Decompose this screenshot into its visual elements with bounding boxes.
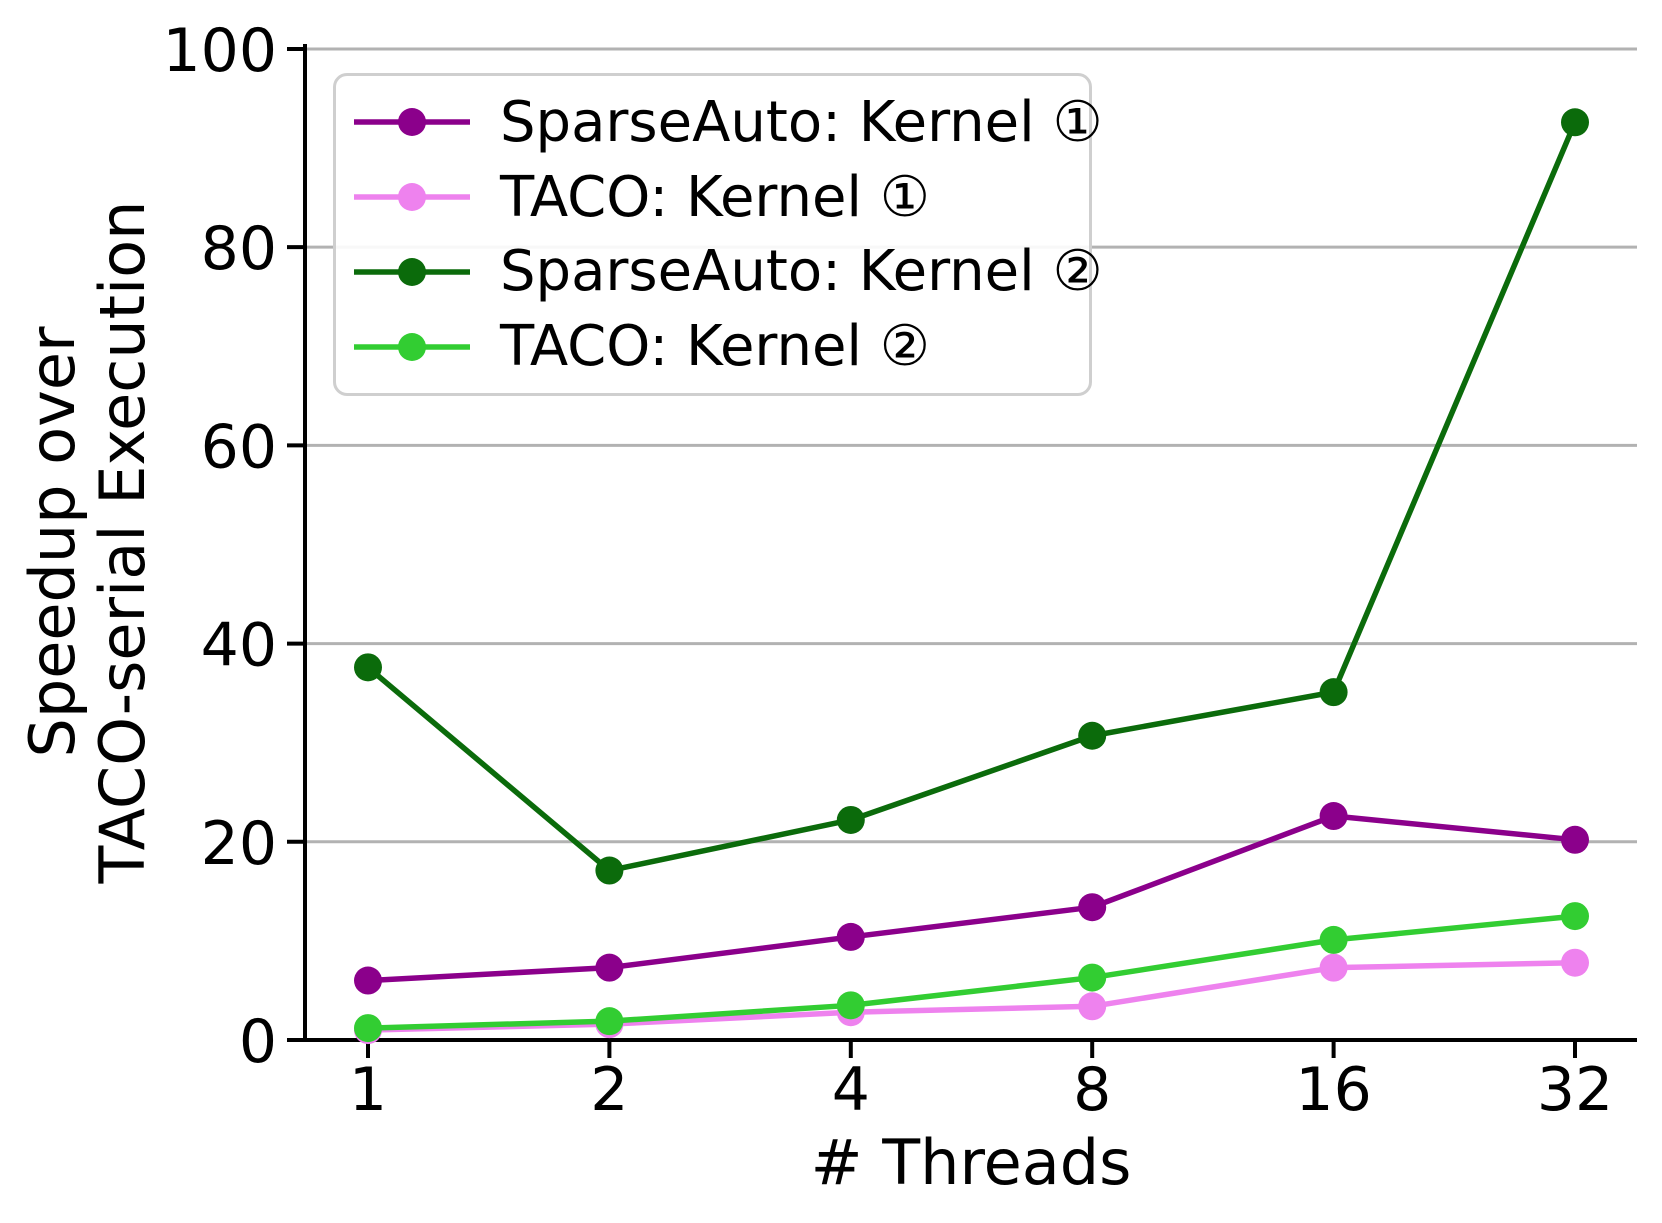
data-point-taco-kernel-1 xyxy=(1078,992,1107,1021)
y-axis-label: Speedup over TACO-serial Execution xyxy=(16,200,159,884)
data-point-taco-kernel-2 xyxy=(836,991,865,1020)
y-tick-label: 40 xyxy=(201,611,277,681)
series-line-sparseauto-kernel-2 xyxy=(365,119,1578,874)
series-line-taco-kernel-2 xyxy=(365,913,1578,1031)
x-axis-label: # Threads xyxy=(810,1126,1132,1199)
data-point-sparseauto-kernel-1 xyxy=(1319,802,1348,831)
x-tick-label: 4 xyxy=(832,1055,870,1125)
x-tick-label: 8 xyxy=(1073,1055,1111,1125)
data-point-taco-kernel-2 xyxy=(354,1014,382,1043)
legend-label: TACO: Kernel ① xyxy=(500,164,930,230)
data-point-taco-kernel-1 xyxy=(1319,953,1348,982)
data-point-sparseauto-kernel-1 xyxy=(1078,893,1107,922)
legend-marker xyxy=(398,332,426,361)
legend-label: TACO: Kernel ② xyxy=(500,314,930,380)
data-point-sparseauto-kernel-2 xyxy=(354,653,382,682)
data-point-sparseauto-kernel-1 xyxy=(1561,825,1589,854)
series-line-taco-kernel-1 xyxy=(365,959,1578,1033)
y-tick-label: 80 xyxy=(201,214,277,284)
data-point-taco-kernel-2 xyxy=(1078,963,1107,992)
data-point-sparseauto-kernel-2 xyxy=(836,805,865,834)
legend-line-sample xyxy=(354,332,470,361)
legend-row-sparseauto-kernel-1: SparseAuto: Kernel ① xyxy=(352,90,1103,155)
legend-row-sparseauto-kernel-2: SparseAuto: Kernel ② xyxy=(352,239,1103,304)
y-tick-label: 20 xyxy=(201,809,277,879)
y-axis-label-line-1: Speedup over xyxy=(16,326,89,758)
legend-marker xyxy=(398,183,426,212)
data-point-sparseauto-kernel-2 xyxy=(1078,721,1107,750)
data-point-sparseauto-kernel-2 xyxy=(595,856,624,885)
x-tick-label: 16 xyxy=(1295,1055,1371,1125)
data-point-sparseauto-kernel-1 xyxy=(595,953,624,982)
y-tick-label: 0 xyxy=(239,1007,277,1077)
x-tick-label: 2 xyxy=(590,1055,628,1125)
x-tick-label: 32 xyxy=(1537,1055,1613,1125)
y-axis-label-line-2: TACO-serial Execution xyxy=(86,200,159,884)
data-point-sparseauto-kernel-2 xyxy=(1319,678,1348,707)
legend: SparseAuto: Kernel ① TACO: Kernel ① Spar… xyxy=(333,73,1103,396)
y-tick-label: 100 xyxy=(162,16,277,86)
data-point-taco-kernel-1 xyxy=(1561,948,1589,977)
data-point-taco-kernel-2 xyxy=(1319,925,1348,954)
legend-line-sample xyxy=(354,183,470,212)
y-tick-label: 60 xyxy=(201,412,277,482)
legend-row-taco-kernel-2: TACO: Kernel ② xyxy=(352,314,1089,379)
legend-line-sample xyxy=(354,257,470,286)
data-point-taco-kernel-2 xyxy=(1561,902,1589,931)
legend-label: SparseAuto: Kernel ② xyxy=(500,239,1103,305)
legend-row-taco-kernel-1: TACO: Kernel ① xyxy=(352,165,1089,230)
legend-label: SparseAuto: Kernel ① xyxy=(500,89,1103,155)
x-tick-label: 1 xyxy=(349,1055,387,1125)
legend-marker xyxy=(398,108,426,137)
data-point-sparseauto-kernel-2 xyxy=(1561,108,1589,137)
series-line-sparseauto-kernel-1 xyxy=(365,813,1578,984)
legend-marker xyxy=(398,257,426,286)
data-point-sparseauto-kernel-1 xyxy=(354,966,382,995)
data-point-sparseauto-kernel-1 xyxy=(836,922,865,951)
legend-line-sample xyxy=(354,108,470,137)
data-point-taco-kernel-2 xyxy=(595,1007,624,1036)
